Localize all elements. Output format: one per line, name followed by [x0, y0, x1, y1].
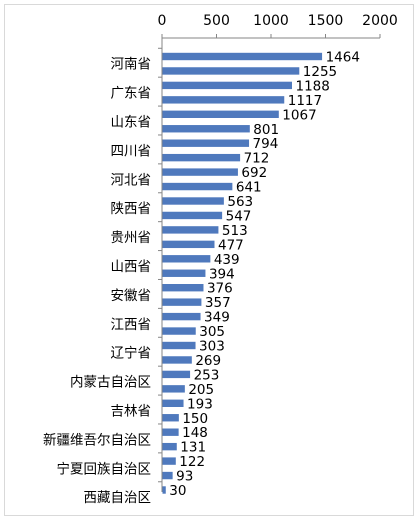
- bar: [162, 96, 285, 104]
- bar: [162, 182, 233, 191]
- bar: [162, 298, 202, 306]
- data-label: 794: [253, 136, 279, 152]
- category-label: 新疆维吾尔自治区: [43, 432, 151, 448]
- data-label: 376: [207, 281, 233, 297]
- category-label: 吉林省: [111, 404, 152, 420]
- bar: [162, 168, 238, 176]
- data-label: 1464: [326, 50, 360, 66]
- bar: [162, 399, 184, 407]
- data-label: 513: [222, 223, 248, 239]
- bar: [162, 457, 176, 465]
- bar: [162, 414, 179, 422]
- bar: [162, 67, 300, 75]
- category-label: 辽宁省: [111, 345, 152, 362]
- data-label: 801: [253, 122, 279, 138]
- bar: [162, 486, 166, 494]
- bar: [162, 471, 173, 480]
- x-tick-label: 0: [158, 13, 167, 29]
- bar: [162, 312, 201, 321]
- data-label: 205: [188, 382, 214, 398]
- data-label: 1188: [295, 78, 329, 94]
- data-label: 439: [214, 252, 240, 268]
- category-label: 河北省: [111, 172, 152, 188]
- data-label: 641: [236, 180, 262, 196]
- category-label: 贵州省: [111, 230, 152, 246]
- data-label: 712: [244, 151, 270, 167]
- x-tick-label: 1000: [253, 13, 289, 29]
- data-labels: 1464125511881117106780179471269264156354…: [169, 50, 360, 500]
- bar: [162, 240, 215, 249]
- category-label: 安徽省: [111, 288, 152, 304]
- x-tick-label: 1500: [308, 13, 344, 29]
- bars: [162, 52, 323, 494]
- x-axis-ticks: 0 500 1000 1500 2000: [158, 13, 398, 38]
- bar: [162, 81, 292, 90]
- bar: [162, 341, 196, 350]
- data-label: 349: [204, 310, 230, 326]
- bar: [162, 125, 250, 133]
- data-label: 563: [227, 194, 253, 210]
- data-label: 305: [199, 324, 225, 340]
- bar: [162, 139, 250, 147]
- category-label: 陕西省: [111, 201, 152, 217]
- category-label: 广东省: [111, 86, 152, 102]
- bar: [162, 255, 211, 263]
- bar: [162, 327, 196, 335]
- data-label: 30: [169, 483, 186, 499]
- bar: [162, 226, 219, 234]
- category-label: 山西省: [111, 259, 152, 275]
- category-label: 宁夏回族自治区: [57, 460, 152, 477]
- category-label: 江西省: [111, 317, 152, 333]
- x-tick-label: 500: [203, 13, 230, 29]
- data-label: 303: [199, 339, 225, 355]
- data-label: 357: [205, 295, 231, 311]
- x-tick-label: 2000: [362, 13, 398, 29]
- data-label: 193: [187, 396, 213, 412]
- axes: [158, 37, 380, 492]
- data-label: 394: [209, 266, 235, 282]
- bar: [162, 428, 179, 436]
- data-label: 1255: [303, 64, 337, 80]
- data-label: 131: [180, 440, 206, 456]
- category-label: 河南省: [111, 57, 152, 73]
- data-label: 547: [226, 208, 252, 224]
- bar: [162, 52, 323, 61]
- bar: [162, 370, 191, 379]
- data-label: 93: [176, 469, 193, 485]
- data-label: 122: [179, 454, 205, 470]
- bar: [162, 211, 223, 220]
- category-label: 四川省: [111, 143, 152, 159]
- category-labels: 河南省广东省山东省四川省河北省陕西省贵州省山西省安徽省江西省辽宁省内蒙古自治区吉…: [43, 57, 151, 507]
- data-label: 150: [182, 411, 208, 427]
- bar: [162, 356, 192, 364]
- data-label: 148: [182, 425, 208, 441]
- data-label: 1067: [282, 107, 316, 123]
- category-label: 山东省: [111, 115, 152, 131]
- data-label: 477: [218, 237, 244, 253]
- bar: [162, 442, 177, 451]
- data-label: 269: [195, 353, 221, 369]
- data-label: 253: [194, 367, 220, 383]
- bar: [162, 110, 279, 118]
- category-label: 西藏自治区: [84, 490, 152, 506]
- bar: [162, 197, 224, 205]
- data-label: 692: [241, 165, 267, 181]
- bar: [162, 153, 241, 162]
- bar: [162, 385, 185, 393]
- category-label: 内蒙古自治区: [70, 375, 151, 391]
- bar: [162, 269, 206, 277]
- bar: [162, 284, 204, 292]
- data-label: 1117: [288, 93, 322, 109]
